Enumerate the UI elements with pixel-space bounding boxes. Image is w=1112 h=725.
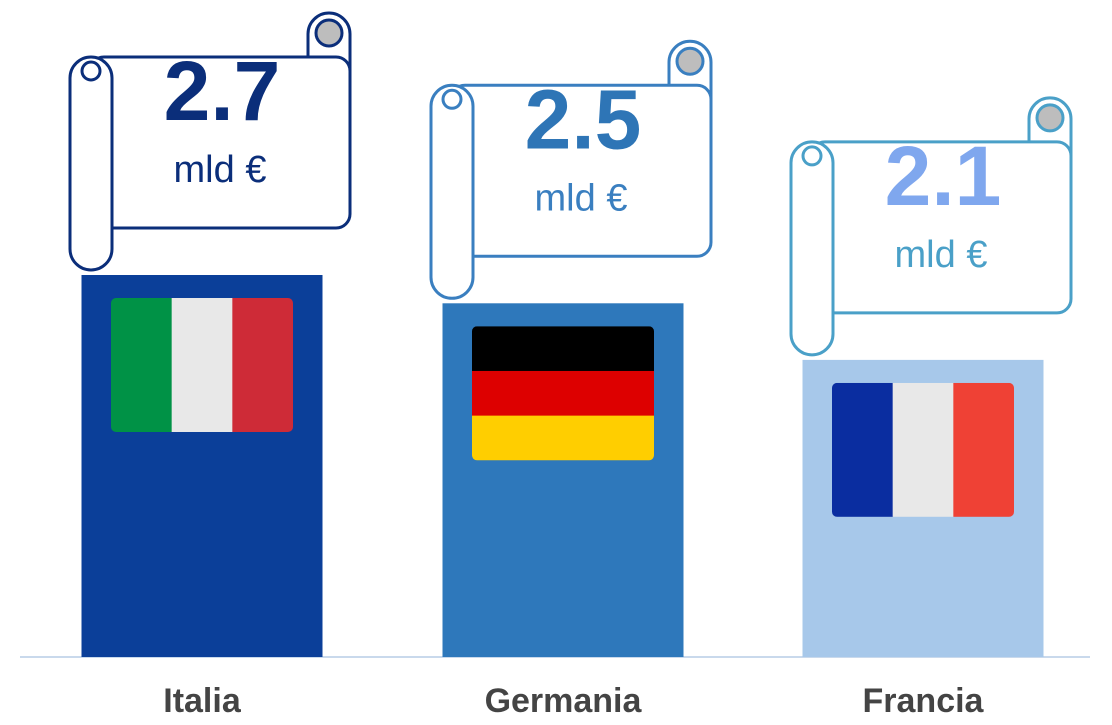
flag-stripe <box>472 370 654 417</box>
banner <box>429 39 713 300</box>
flag-stripe <box>472 415 654 461</box>
flag-stripe <box>232 298 293 432</box>
flag <box>832 382 1014 517</box>
unit-label: mld € <box>895 234 988 276</box>
x-tick-label: Italia <box>163 682 242 720</box>
flag <box>111 298 293 432</box>
flag-stripe <box>832 382 894 517</box>
flag-stripe <box>892 382 954 517</box>
flag-stripe <box>111 298 173 432</box>
banner-curl <box>314 18 344 48</box>
x-tick-label: Germania <box>485 682 643 720</box>
banner-left-roll <box>789 140 835 357</box>
flag <box>472 326 654 461</box>
flag-stripe <box>472 326 654 372</box>
banner-left-curl <box>80 60 102 82</box>
banner-left-curl <box>441 88 463 110</box>
flag-stripe <box>171 298 233 432</box>
value-label: 2.5 <box>525 72 642 166</box>
value-label: 2.1 <box>885 129 1002 223</box>
banner <box>68 11 352 272</box>
banner <box>789 96 1073 357</box>
banner-left-roll <box>68 55 114 272</box>
banner-left-roll <box>429 83 475 300</box>
value-label: 2.7 <box>164 44 281 138</box>
banner-curl <box>675 46 705 76</box>
x-tick-label: Francia <box>863 682 985 720</box>
banner-left-curl <box>801 145 823 167</box>
flag-stripe <box>953 382 1014 517</box>
unit-label: mld € <box>174 149 267 191</box>
banner-curl <box>1035 103 1065 133</box>
unit-label: mld € <box>535 177 628 219</box>
